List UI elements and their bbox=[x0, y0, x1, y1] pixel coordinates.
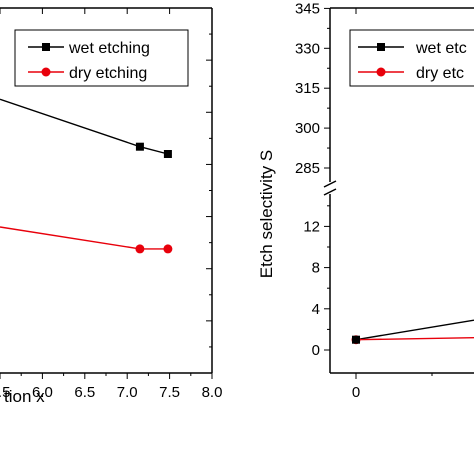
right-y-tick-label: 285 bbox=[295, 160, 320, 177]
right-y-tick-label: 315 bbox=[295, 80, 320, 97]
left-series-1-point bbox=[135, 244, 145, 254]
right-y-tick-label: 345 bbox=[295, 0, 320, 17]
left-series-0-point bbox=[163, 150, 172, 158]
right-panel: 2853003153303450481202Etch selectivity S… bbox=[257, 0, 474, 401]
right-y-tick-label: 4 bbox=[312, 301, 320, 318]
right-legend-label: dry etc bbox=[416, 65, 464, 82]
right-y-tick-label: 0 bbox=[312, 342, 320, 359]
left-legend-box bbox=[14, 29, 189, 87]
right-y-tick-label: 12 bbox=[303, 218, 320, 235]
axis-break-mark bbox=[323, 188, 337, 196]
right-y-tick-label: 8 bbox=[312, 260, 320, 277]
right-series-0-point bbox=[352, 335, 360, 344]
left-x-tick-label: 7.5 bbox=[159, 384, 180, 401]
left-x-tick-label: 6.5 bbox=[74, 384, 95, 401]
right-legend-marker bbox=[376, 67, 386, 77]
right-y-tick-label: 330 bbox=[295, 40, 320, 57]
right-x-tick-label: 0 bbox=[352, 384, 360, 401]
left-series-0-point bbox=[135, 142, 144, 151]
right-series-line-0 bbox=[355, 319, 474, 341]
left-legend-marker bbox=[41, 67, 51, 77]
left-legend-label: wet etching bbox=[68, 40, 150, 57]
left-x-axis-label: tion x bbox=[4, 387, 45, 406]
axis-break-mark bbox=[323, 180, 337, 188]
left-series-1-point bbox=[163, 244, 173, 254]
left-legend-marker bbox=[42, 43, 50, 51]
right-y-tick-label: 300 bbox=[295, 120, 320, 137]
left-panel: 5.5 6.0 6.5 7.0 7.5 8.0 tion x wet etching dry e… bbox=[0, 7, 223, 406]
left-x-tick-label: 8.0 bbox=[202, 384, 223, 401]
right-series-line-1 bbox=[355, 336, 474, 341]
left-legend-label: dry etching bbox=[69, 65, 147, 82]
right-legend-box bbox=[349, 29, 474, 87]
left-x-tick-label: 5.5 bbox=[0, 384, 10, 401]
right-legend-marker bbox=[377, 43, 385, 51]
right-y-axis-label: Etch selectivity S bbox=[257, 150, 276, 279]
left-x-tick-label: 7.0 bbox=[117, 384, 138, 401]
left-x-tick-label: 6.0 bbox=[32, 384, 53, 401]
right-legend-label: wet etc bbox=[415, 40, 467, 57]
